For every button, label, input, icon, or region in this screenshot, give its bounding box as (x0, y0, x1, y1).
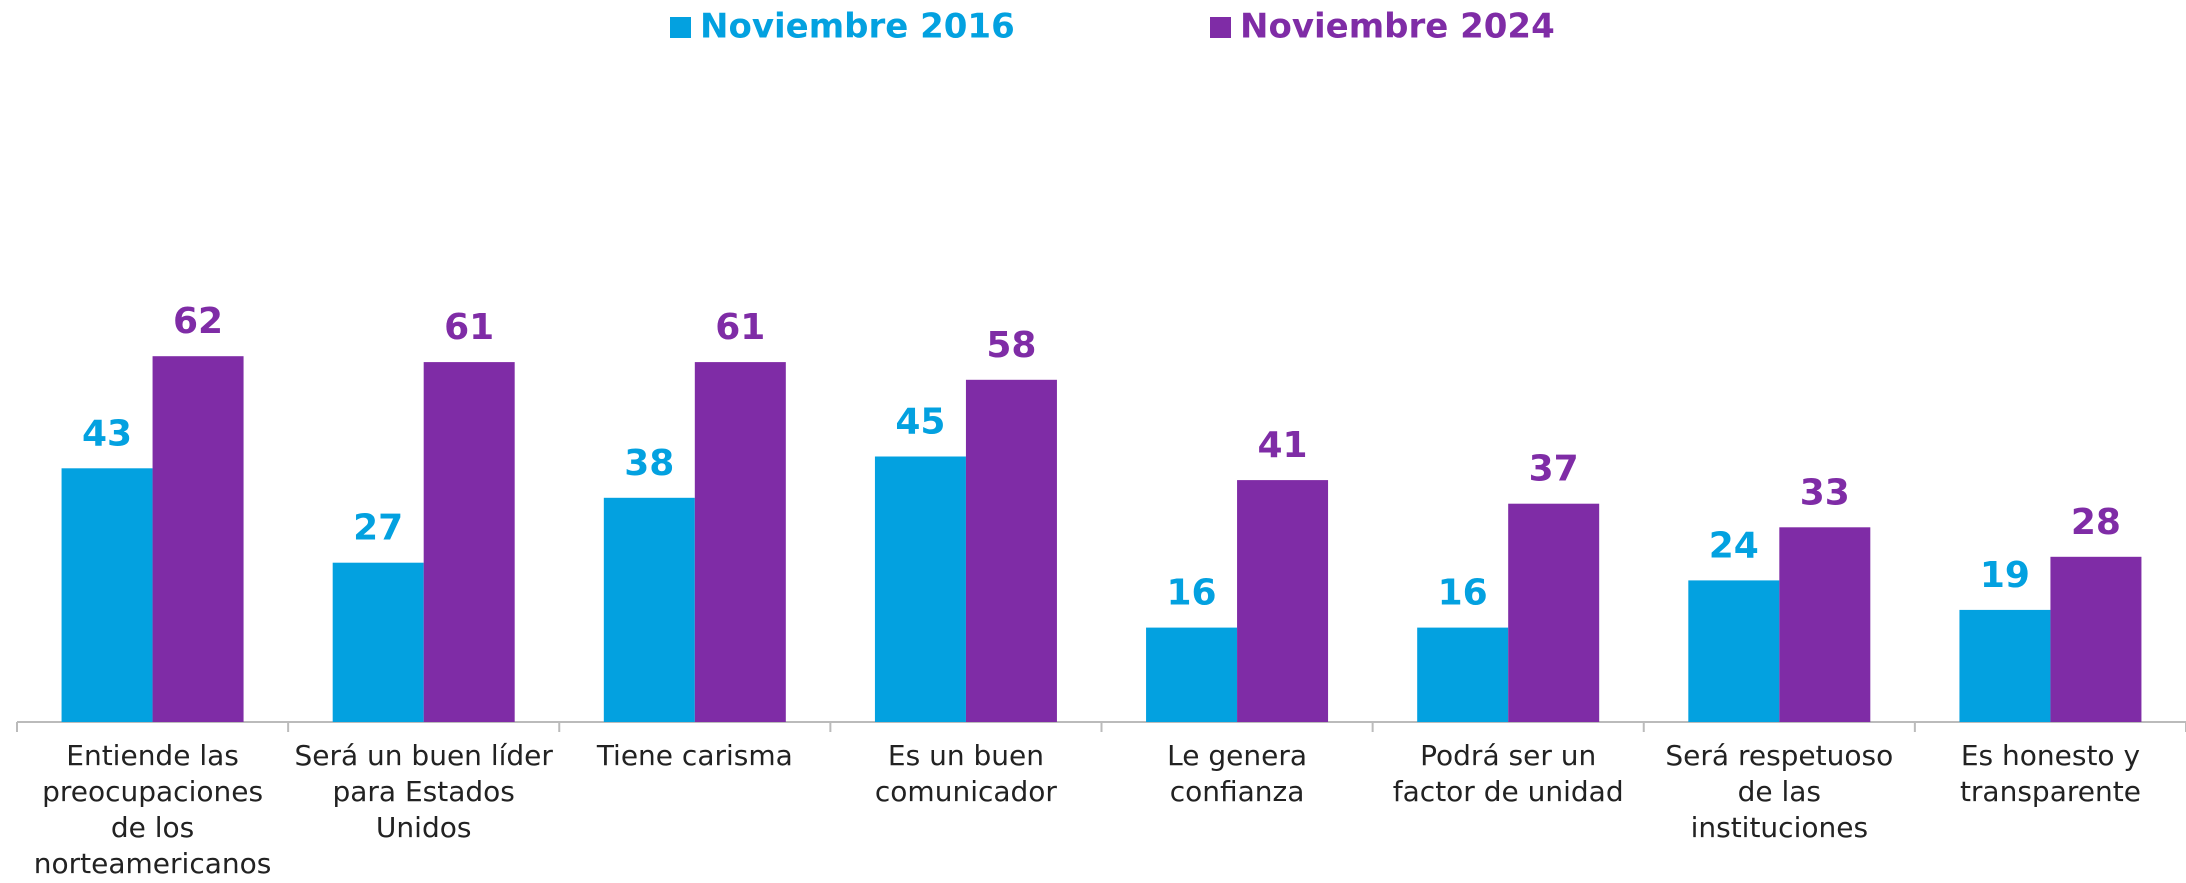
x-tick-label: Podrá ser un factor de unidad (1392, 739, 1624, 808)
value-label: 24 (1709, 525, 1759, 566)
value-label: 16 (1438, 573, 1488, 614)
bar (874, 456, 966, 722)
value-label: 16 (1167, 573, 1217, 614)
value-label: 38 (624, 443, 674, 484)
bar (2050, 556, 2142, 722)
bar (423, 362, 515, 722)
x-tick-label: Entiende las preocupaciones de los norte… (33, 739, 272, 880)
bar (1237, 480, 1329, 722)
legend-label: Noviembre 2016 (700, 7, 1015, 47)
value-label: 45 (895, 402, 945, 443)
value-label: 62 (173, 301, 223, 342)
value-label: 61 (715, 307, 765, 348)
bar (1146, 627, 1238, 722)
value-label: 43 (82, 413, 132, 454)
value-label: 27 (353, 508, 403, 549)
value-label: 41 (1258, 425, 1308, 466)
x-tick-label: Tiene carisma (596, 739, 793, 772)
x-tick-label: Le genera confianza (1167, 739, 1307, 808)
bar (152, 356, 244, 722)
legend-label: Noviembre 2024 (1240, 7, 1555, 47)
value-label: 61 (444, 307, 494, 348)
bar (1959, 609, 2051, 722)
x-tick-label: Será un buen líder para Estados Unidos (294, 739, 553, 844)
x-tick-label: Será respetuoso de las instituciones (1665, 739, 1894, 844)
bar (1508, 503, 1600, 722)
bar (61, 468, 153, 722)
value-label: 19 (1980, 555, 2030, 596)
bar (1688, 580, 1780, 722)
legend-swatch (1210, 17, 1231, 38)
bar (694, 362, 786, 722)
x-tick-label: Es honesto y transparente (1959, 739, 2141, 808)
legend-swatch (670, 17, 691, 38)
bar (1779, 527, 1871, 722)
bar (965, 379, 1057, 722)
bar (332, 562, 424, 722)
value-label: 58 (986, 325, 1036, 366)
x-tick-label: Es un buen comunicador (874, 739, 1057, 808)
bar (603, 497, 695, 722)
value-label: 33 (1800, 472, 1850, 513)
value-label: 37 (1529, 449, 1579, 490)
value-label: 28 (2071, 502, 2121, 543)
bar (1417, 627, 1509, 722)
